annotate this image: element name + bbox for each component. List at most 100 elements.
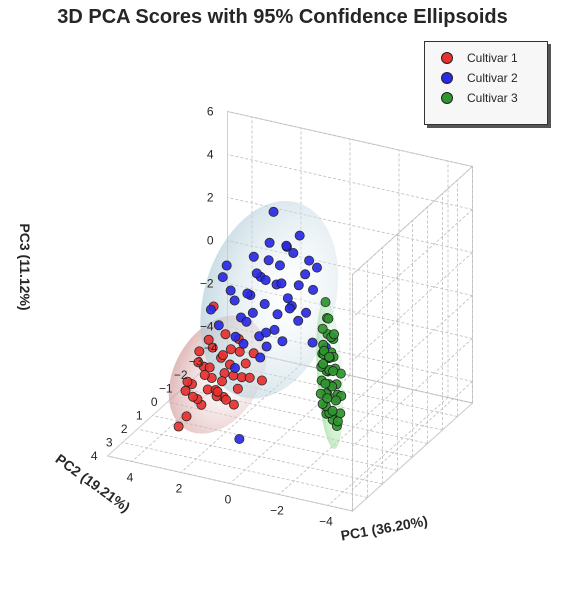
legend-marker: [441, 72, 453, 84]
tick-label: 4: [207, 148, 214, 162]
side-pane: [352, 165, 473, 513]
data-point: [181, 411, 192, 422]
gridline: [227, 283, 473, 339]
data-point: [217, 272, 228, 283]
data-point: [248, 251, 259, 262]
data-point: [293, 315, 304, 326]
tick-label: 4: [91, 449, 98, 463]
data-point: [327, 405, 338, 416]
data-point: [276, 278, 287, 289]
gridline: [352, 252, 473, 361]
data-point: [207, 342, 218, 353]
data-point: [264, 237, 275, 248]
gridline: [227, 326, 473, 382]
data-point: [225, 285, 236, 296]
data-point: [311, 262, 322, 273]
legend-label: Cultivar 3: [467, 91, 518, 105]
gridline: [352, 209, 473, 318]
data-point: [193, 357, 204, 368]
gridline: [352, 338, 473, 447]
data-point: [288, 248, 299, 259]
data-point: [329, 329, 340, 340]
gridline: [107, 455, 353, 512]
data-point: [213, 320, 224, 331]
data-point: [247, 307, 258, 318]
data-point: [300, 269, 311, 280]
gridline: [227, 111, 473, 167]
data-point: [284, 303, 295, 314]
data-point: [220, 394, 231, 405]
data-point: [204, 362, 215, 373]
data-point: [244, 372, 255, 383]
data-point: [256, 375, 267, 386]
tick-label: 2: [121, 422, 128, 436]
data-point: [238, 338, 249, 349]
data-point: [203, 334, 214, 345]
data-point: [272, 309, 283, 320]
data-point: [318, 358, 329, 369]
gridline: [352, 295, 473, 404]
legend-label: Cultivar 2: [467, 71, 518, 85]
tick-label: 0: [207, 234, 214, 248]
gridline: [352, 381, 473, 490]
data-point: [212, 386, 223, 397]
data-point: [232, 383, 243, 394]
tick-label: 0: [151, 395, 158, 409]
legend-item-cultivar-2: Cultivar 2: [425, 68, 547, 88]
data-point: [228, 399, 239, 410]
data-point: [317, 323, 328, 334]
data-point: [217, 350, 228, 361]
tick-label: −2: [270, 504, 284, 518]
tick-label: 3: [106, 436, 113, 450]
data-point: [220, 329, 231, 340]
tick-label: −2: [200, 277, 214, 291]
scatter-points: [173, 206, 347, 444]
data-point: [323, 313, 334, 324]
data-point: [307, 337, 318, 348]
data-point: [277, 336, 288, 347]
data-point: [241, 316, 252, 327]
data-point: [229, 362, 240, 373]
data-point: [304, 255, 315, 266]
gridline: [152, 415, 398, 471]
tick-label: −2: [174, 368, 188, 382]
gridline: [352, 166, 473, 275]
tick-label: −4: [204, 341, 218, 355]
data-point: [205, 304, 216, 315]
data-point: [240, 358, 251, 369]
data-point: [225, 344, 236, 355]
data-point: [281, 240, 292, 251]
gridline: [227, 240, 473, 296]
legend-item-cultivar-3: Cultivar 3: [425, 88, 547, 108]
data-point: [259, 299, 270, 310]
tick-label: 0: [225, 493, 232, 507]
tick-label: −4: [319, 515, 333, 529]
data-point: [187, 391, 198, 402]
gridline: [227, 197, 473, 253]
tick-label: −3: [189, 355, 203, 369]
data-point: [182, 376, 193, 387]
tick-label: −1: [159, 382, 173, 396]
data-point: [255, 352, 266, 363]
gridline: [227, 347, 473, 404]
data-point: [221, 260, 232, 271]
data-point: [199, 369, 210, 380]
data-point: [251, 268, 262, 279]
x-axis-label: PC1 (36.20%): [339, 513, 428, 544]
data-point: [261, 327, 272, 338]
data-point: [328, 366, 339, 377]
gridline: [167, 401, 413, 458]
tick-label: 2: [176, 482, 183, 496]
data-point: [274, 260, 285, 271]
data-point: [234, 433, 245, 444]
legend-label: Cultivar 1: [467, 51, 518, 65]
legend: Cultivar 1 Cultivar 2 Cultivar 3: [424, 41, 548, 125]
data-point: [230, 331, 241, 342]
legend-marker: [441, 52, 453, 64]
data-point: [173, 421, 184, 432]
data-point: [282, 293, 293, 304]
gridline: [137, 428, 383, 485]
data-point: [308, 284, 319, 295]
data-point: [242, 288, 253, 299]
